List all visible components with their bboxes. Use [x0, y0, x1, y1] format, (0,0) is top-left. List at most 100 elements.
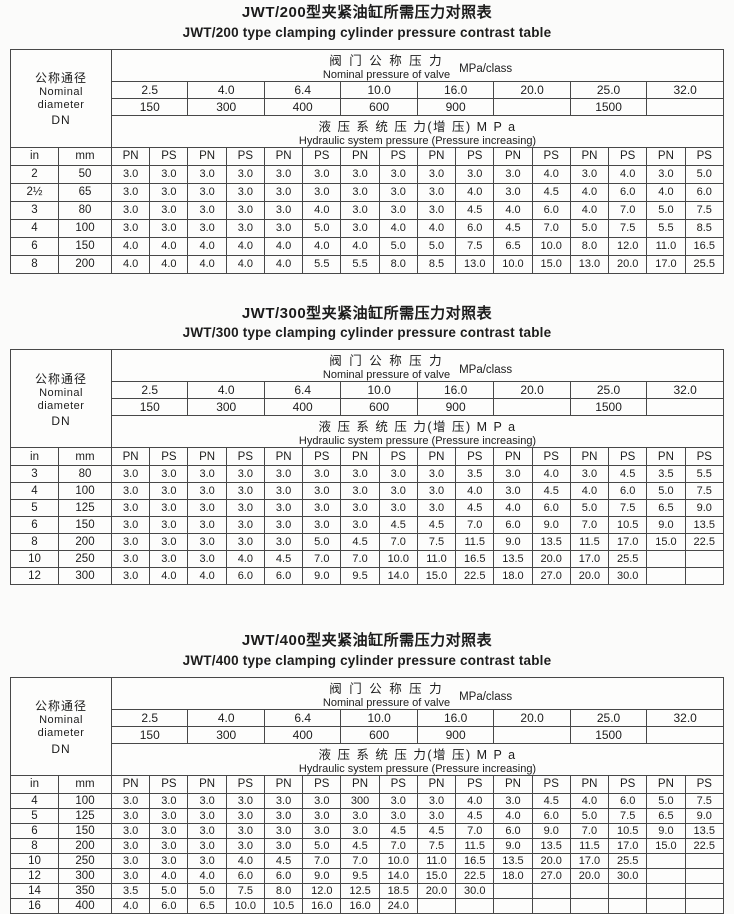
pressure-cell: 4.5: [378, 822, 418, 839]
pressure-value-cell: 2.5: [111, 80, 189, 99]
pressure-cell: 4.0: [111, 254, 151, 274]
pressure-cell: 11.5: [569, 533, 610, 552]
pressure-cell: 11.0: [416, 550, 457, 569]
pressure-cell: 3.0: [111, 852, 151, 869]
class-value-cell: 400: [263, 398, 342, 417]
ps-header-cell: PS: [378, 447, 418, 467]
pressure-cell: 7.5: [608, 807, 648, 824]
hydraulic-header-en: Hydraulic system pressure (Pressure incr…: [298, 134, 537, 147]
pressure-cell: 17.0: [608, 533, 648, 552]
pressure-cell: 3.0: [187, 482, 227, 501]
pressure-cell: 3.0: [111, 482, 151, 501]
size-mm-cell: 50: [57, 164, 113, 184]
header-row-columns: in mm PN PS PN PS PN PS PN PS PN PS PN PS PN PS PN PS: [10, 146, 725, 166]
pressure-cell: 17.0: [608, 837, 648, 854]
pn-header-cell: PN: [493, 774, 533, 794]
pressure-cell: [684, 852, 725, 869]
pressure-cell: 4.0: [416, 218, 457, 238]
pressure-cell: 3.0: [225, 837, 265, 854]
column-header-mm: mm: [57, 447, 113, 467]
size-in-cell: 3: [10, 465, 59, 484]
pressure-cell: 3.0: [416, 182, 457, 202]
class-value-cell: 400: [263, 725, 342, 744]
ps-header-cell: PS: [455, 447, 495, 467]
size-mm-cell: 65: [57, 182, 113, 202]
pressure-cell: 3.0: [187, 807, 227, 824]
pressure-cell: 4.5: [416, 822, 457, 839]
size-in-cell: 4: [10, 218, 59, 238]
pressure-cell: 6.0: [608, 182, 648, 202]
pn-header-cell: PN: [263, 774, 304, 794]
pressure-cell: 7.0: [569, 822, 610, 839]
pressure-cell: 3.0: [111, 550, 151, 569]
size-mm-cell: 250: [57, 852, 113, 869]
pressure-cell: 3.0: [340, 482, 380, 501]
ps-header-cell: PS: [684, 774, 725, 794]
ps-header-cell: PS: [149, 774, 189, 794]
pressure-cell: 5.0: [416, 236, 457, 256]
pressure-cell: 3.0: [225, 182, 265, 202]
pressure-cell: 3.0: [111, 499, 151, 518]
pressure-cell: 9.5: [340, 567, 380, 586]
pressure-value-cell: 2.5: [111, 708, 189, 727]
size-in-cell: 6: [10, 236, 59, 256]
pressure-cell: 3.0: [302, 182, 342, 202]
pressure-cell: 4.0: [263, 236, 304, 256]
pn-header-cell: PN: [111, 774, 151, 794]
pressure-cell: [646, 550, 686, 569]
pressure-cell: [684, 567, 725, 586]
pressure-value-cell: 6.4: [263, 80, 342, 99]
pressure-cell: 10.5: [263, 897, 304, 914]
pressure-cell: 3.0: [340, 807, 380, 824]
pressure-cell: 4.0: [531, 164, 571, 184]
pressure-value-cell: 16.0: [416, 708, 495, 727]
size-mm-cell: 80: [57, 200, 113, 220]
pn-header-cell: PN: [569, 447, 610, 467]
pressure-cell: 5.5: [302, 254, 342, 274]
pressure-cell: 3.0: [416, 200, 457, 220]
size-in-cell: 6: [10, 516, 59, 535]
pressure-cell: 3.0: [111, 182, 151, 202]
pressure-cell: 3.0: [340, 822, 380, 839]
pressure-cell: 7.0: [455, 516, 495, 535]
ps-header-cell: PS: [225, 774, 265, 794]
pressure-cell: [531, 882, 571, 899]
header-row-columns: in mm PN PS PN PS PN PS PN PS PN PS PN PS PN PS PN PS: [10, 774, 725, 794]
pressure-cell: 6.0: [455, 218, 495, 238]
pressure-cell: 13.5: [493, 852, 533, 869]
tables-root: JWT/200型夹紧油缸所需压力对照表 JWT/200 type clamping…: [9, 4, 725, 914]
ps-header-cell: PS: [455, 146, 495, 166]
pressure-cell: 7.0: [378, 837, 418, 854]
pressure-cell: 3.0: [149, 200, 189, 220]
pressure-value-cell: 16.0: [416, 80, 495, 99]
pressure-cell: 18.5: [378, 882, 418, 899]
pressure-cell: 4.0: [569, 482, 610, 501]
ps-header-cell: PS: [378, 774, 418, 794]
pressure-cell: 3.0: [263, 822, 304, 839]
pressure-cell: 6.5: [646, 807, 686, 824]
table-row: 6 150 4.0 4.0 4.0 4.0 4.0 4.0 4.0 5.0 5.0 7.5 6.5 10.…: [10, 236, 725, 256]
ps-header-cell: PS: [684, 146, 725, 166]
size-in-cell: 2½: [10, 182, 59, 202]
pressure-cell: 27.0: [531, 867, 571, 884]
pressure-cell: 3.0: [263, 200, 304, 220]
header-row-classes: 150 300 400 600 900 1500: [11, 398, 724, 417]
pressure-cell: 20.0: [569, 867, 610, 884]
pressure-cell: [684, 897, 725, 914]
pressure-value-cell: 25.0: [569, 381, 648, 400]
pressure-cell: 3.0: [225, 499, 265, 518]
pressure-cell: 30.0: [608, 567, 648, 586]
pressure-cell: 15.0: [646, 533, 686, 552]
pressure-cell: 3.0: [187, 499, 227, 518]
pressure-cell: 4.5: [608, 465, 648, 484]
pressure-cell: 3.0: [149, 792, 189, 809]
pressure-cell: 4.0: [111, 236, 151, 256]
pressure-cell: 8.0: [263, 882, 304, 899]
pressure-cell: 6.0: [149, 897, 189, 914]
table-title-cn: JWT/400型夹紧油缸所需压力对照表: [241, 632, 493, 650]
ps-header-cell: PS: [302, 447, 342, 467]
pressure-cell: 3.0: [646, 164, 686, 184]
pressure-cell: 3.0: [493, 482, 533, 501]
size-in-cell: 6: [10, 822, 59, 839]
size-in-cell: 4: [10, 792, 59, 809]
